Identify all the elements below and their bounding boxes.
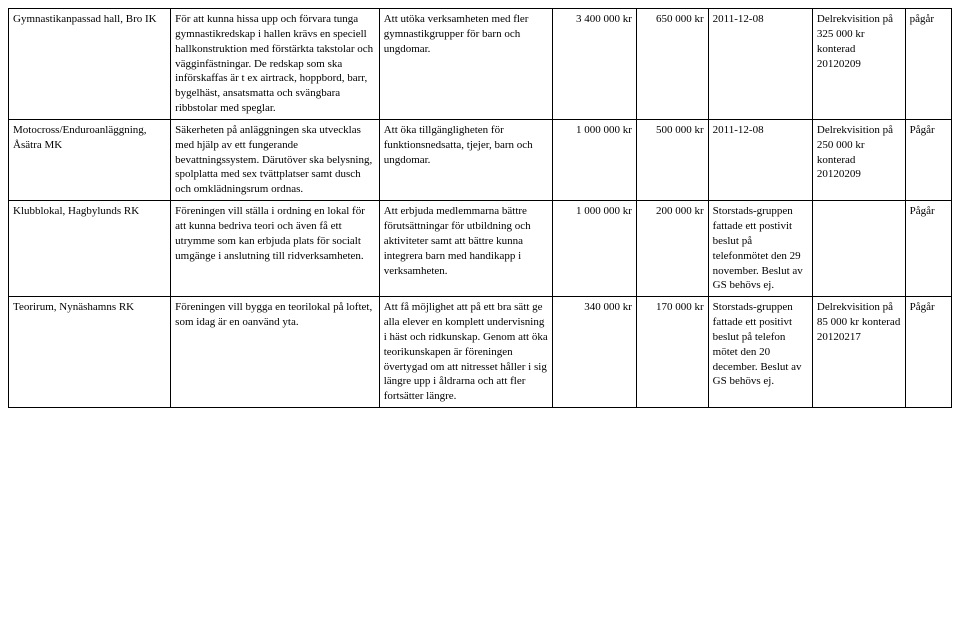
cell-purpose: Att utöka verksamheten med fler gymnasti… xyxy=(379,9,553,120)
cell-amount1: 1 000 000 kr xyxy=(553,119,636,200)
cell-amount1: 1 000 000 kr xyxy=(553,201,636,297)
cell-name: Motocross/Enduroanläggning, Åsätra MK xyxy=(9,119,171,200)
cell-desc: Föreningen vill bygga en teorilokal på l… xyxy=(171,297,380,408)
cell-desc: För att kunna hissa upp och förvara tung… xyxy=(171,9,380,120)
table-row: Motocross/Enduroanläggning, Åsätra MKSäk… xyxy=(9,119,952,200)
cell-amount1: 340 000 kr xyxy=(553,297,636,408)
cell-decision: Delrekvisition på 85 000 kr konterad 201… xyxy=(812,297,905,408)
cell-amount2: 500 000 kr xyxy=(636,119,708,200)
cell-purpose: Att öka tillgängligheten för funktionsne… xyxy=(379,119,553,200)
cell-date: Storstads-gruppen fattade ett postivit b… xyxy=(708,201,812,297)
cell-name: Teorirum, Nynäshamns RK xyxy=(9,297,171,408)
cell-status: Pågår xyxy=(905,119,951,200)
cell-desc: Föreningen vill ställa i ordning en loka… xyxy=(171,201,380,297)
cell-status: pågår xyxy=(905,9,951,120)
cell-name: Gymnastikanpassad hall, Bro IK xyxy=(9,9,171,120)
cell-amount1: 3 400 000 kr xyxy=(553,9,636,120)
data-table: Gymnastikanpassad hall, Bro IKFör att ku… xyxy=(8,8,952,408)
cell-purpose: Att erbjuda medlemmarna bättre förutsätt… xyxy=(379,201,553,297)
table-row: Teorirum, Nynäshamns RKFöreningen vill b… xyxy=(9,297,952,408)
cell-desc: Säkerheten på anläggningen ska utvecklas… xyxy=(171,119,380,200)
cell-decision: Delrekvisition på 325 000 kr konterad 20… xyxy=(812,9,905,120)
cell-status: Pågår xyxy=(905,297,951,408)
cell-decision xyxy=(812,201,905,297)
cell-date: 2011-12-08 xyxy=(708,119,812,200)
table-row: Gymnastikanpassad hall, Bro IKFör att ku… xyxy=(9,9,952,120)
cell-name: Klubblokal, Hagbylunds RK xyxy=(9,201,171,297)
cell-purpose: Att få möjlighet att på ett bra sätt ge … xyxy=(379,297,553,408)
cell-date: Storstads-gruppen fattade ett positivt b… xyxy=(708,297,812,408)
cell-decision: Delrekvisition på 250 000 kr konterad 20… xyxy=(812,119,905,200)
cell-amount2: 650 000 kr xyxy=(636,9,708,120)
cell-amount2: 170 000 kr xyxy=(636,297,708,408)
cell-status: Pågår xyxy=(905,201,951,297)
cell-amount2: 200 000 kr xyxy=(636,201,708,297)
cell-date: 2011-12-08 xyxy=(708,9,812,120)
table-row: Klubblokal, Hagbylunds RKFöreningen vill… xyxy=(9,201,952,297)
